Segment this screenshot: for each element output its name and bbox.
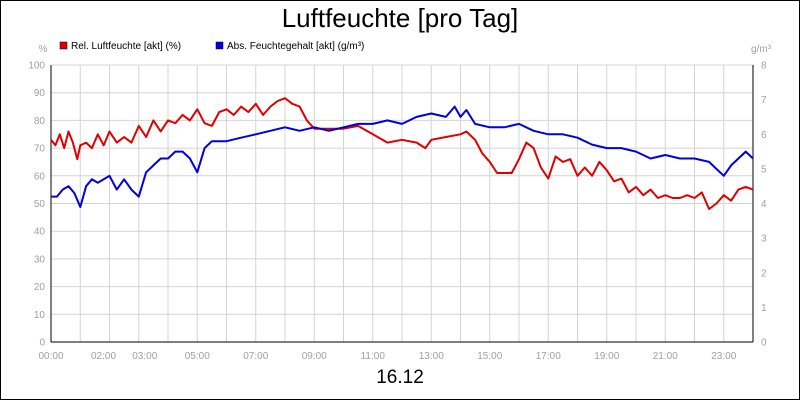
- date-label: 16.12: [376, 367, 424, 388]
- x-tick-label: 23:00: [711, 351, 736, 362]
- x-tick-label: 09:00: [302, 351, 327, 362]
- x-tick-label: 19:00: [594, 351, 619, 362]
- legend-label: Abs. Feuchtegehalt [akt] (g/m³): [227, 41, 364, 52]
- x-tick-label: 21:00: [653, 351, 678, 362]
- y-tick-label-left: 50: [34, 199, 46, 210]
- y-tick-label-left: 30: [34, 254, 46, 265]
- y-unit-left: %: [39, 44, 48, 55]
- x-tick-label: 15:00: [477, 351, 502, 362]
- y-tick-label-left: 10: [34, 310, 46, 321]
- x-tick-label: 05:00: [185, 351, 210, 362]
- y-tick-label-right: 0: [761, 338, 767, 349]
- y-tick-label-right: 3: [761, 234, 767, 245]
- y-tick-label-left: 80: [34, 116, 46, 127]
- x-tick-label: 03:00: [132, 351, 157, 362]
- y-tick-label-left: 100: [28, 61, 45, 72]
- y-tick-label-left: 40: [34, 227, 46, 238]
- y-tick-label-left: 20: [34, 282, 46, 293]
- x-tick-label: 11:00: [361, 351, 386, 362]
- x-tick-label: 00:00: [38, 351, 63, 362]
- y-tick-label-right: 8: [761, 61, 767, 72]
- y-tick-label-right: 1: [761, 303, 767, 314]
- y-tick-label-left: 90: [34, 88, 46, 99]
- y-tick-label-right: 2: [761, 268, 767, 279]
- chart-title: Luftfeuchte [pro Tag]: [281, 3, 519, 33]
- legend-swatch: [59, 41, 68, 50]
- x-tick-label: 17:00: [536, 351, 561, 362]
- y-tick-label-left: 70: [34, 144, 46, 155]
- series-line: [51, 105, 754, 208]
- y-tick-label-right: 7: [761, 95, 767, 106]
- x-tick-label: 13:00: [419, 351, 444, 362]
- y-tick-label-right: 5: [761, 164, 767, 175]
- y-tick-label-left: 60: [34, 171, 46, 182]
- x-tick-label: 02:00: [91, 351, 116, 362]
- y-unit-right: g/m³: [751, 44, 772, 55]
- y-tick-label-right: 4: [761, 199, 767, 210]
- legend-label: Rel. Luftfeuchte [akt] (%): [71, 41, 181, 52]
- x-tick-label: 07:00: [243, 351, 268, 362]
- y-tick-label-right: 6: [761, 130, 767, 141]
- y-tick-label-left: 0: [39, 338, 45, 349]
- legend-swatch: [215, 41, 224, 50]
- series-line: [50, 97, 754, 210]
